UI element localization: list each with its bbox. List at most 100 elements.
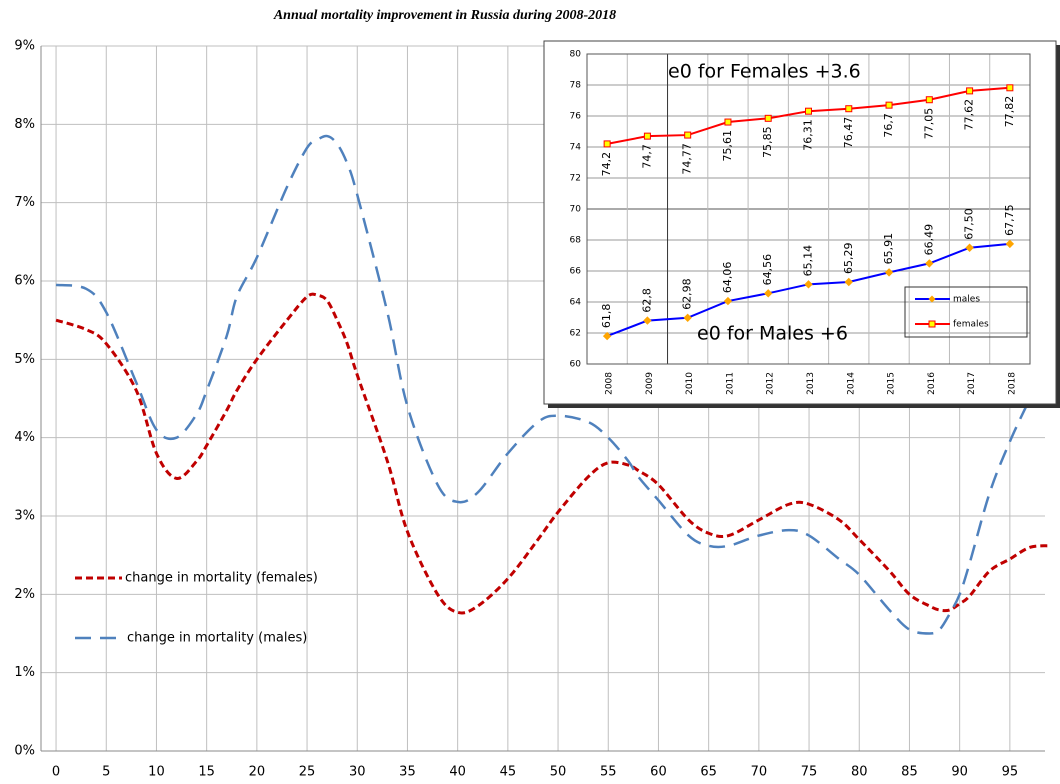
data-point	[683, 313, 692, 323]
x-tick-label: 20	[249, 765, 266, 780]
data-line	[55, 134, 1032, 635]
data-label: 74,7	[640, 144, 653, 169]
data-label: 75,61	[721, 130, 734, 162]
x-tick-label: 25	[299, 765, 316, 780]
data-point	[1005, 239, 1015, 249]
x-tick-label: 2016	[927, 372, 937, 395]
data-point	[966, 87, 974, 95]
x-tick-label: 35	[399, 765, 416, 780]
data-point	[925, 259, 934, 268]
legend-label: males	[953, 295, 980, 305]
y-tick-label: 1%	[14, 665, 35, 680]
data-label: 77,62	[963, 99, 976, 131]
y-tick-label: 80	[570, 50, 582, 60]
data-label: 74,77	[681, 143, 694, 175]
x-tick-label: 2018	[1007, 372, 1017, 395]
y-tick-label: 7%	[14, 195, 35, 210]
data-label: 65,91	[882, 233, 895, 265]
data-label: 61,8	[600, 304, 613, 329]
legend-label: females	[953, 320, 989, 330]
x-tick-label: 10	[148, 765, 165, 780]
data-point	[764, 114, 772, 122]
data-label: 76,7	[882, 113, 895, 137]
annotation: e0 for Females +3.6	[668, 61, 861, 83]
x-tick-label: 65	[700, 765, 717, 780]
y-tick-label: 68	[570, 236, 582, 246]
legend-label: change in mortality (males)	[127, 631, 307, 646]
x-tick-label: 95	[1002, 765, 1019, 780]
data-point	[805, 107, 812, 115]
x-tick-label: 5	[102, 765, 110, 780]
y-tick-label: 60	[570, 360, 582, 370]
y-tick-label: 3%	[14, 509, 35, 524]
data-label: 77,05	[922, 108, 935, 140]
x-tick-label: 0	[52, 765, 60, 780]
x-tick-label: 2010	[685, 372, 695, 395]
data-point	[643, 132, 651, 140]
data-line	[55, 292, 1051, 615]
y-tick-label: 62	[570, 329, 581, 339]
plot-frame	[586, 53, 1031, 365]
y-tick-label: 72	[570, 174, 581, 184]
x-tick-label: 2013	[806, 372, 816, 395]
data-label: 62,8	[640, 288, 653, 313]
data-label: 67,75	[1003, 204, 1016, 236]
y-tick-label: 2%	[14, 587, 35, 602]
x-tick-label: 2008	[605, 372, 615, 395]
data-point	[724, 118, 732, 126]
x-tick-label: 2015	[887, 372, 897, 395]
data-label: 65,29	[842, 243, 855, 275]
x-tick-label: 45	[500, 765, 517, 780]
data-label: 76,31	[802, 119, 815, 151]
legend-marker	[928, 295, 936, 303]
legend-label: change in mortality (females)	[125, 571, 318, 586]
y-tick-label: 66	[570, 267, 582, 277]
x-tick-label: 40	[449, 765, 466, 780]
x-tick-label: 2012	[766, 372, 776, 395]
data-label: 77,82	[1003, 96, 1016, 128]
data-point	[602, 331, 612, 341]
data-label: 74,2	[600, 152, 613, 177]
data-label: 64,06	[721, 262, 734, 294]
x-tick-label: 2011	[725, 372, 735, 395]
data-label: 76,47	[842, 117, 855, 149]
y-tick-label: 6%	[14, 274, 35, 289]
y-tick-label: 70	[570, 205, 582, 215]
data-point	[643, 316, 652, 325]
data-label: 66,49	[922, 224, 935, 256]
x-tick-label: 50	[550, 765, 567, 780]
annotation: e0 for Males +6	[697, 323, 848, 345]
data-point	[844, 277, 853, 287]
data-point	[965, 243, 974, 252]
x-tick-label: 85	[901, 765, 918, 780]
data-label: 62,98	[681, 278, 694, 310]
y-tick-label: 4%	[14, 430, 35, 445]
x-tick-label: 2017	[967, 372, 977, 395]
data-label: 75,85	[761, 126, 774, 158]
x-tick-label: 60	[650, 765, 667, 780]
y-tick-label: 78	[570, 81, 582, 91]
x-tick-label: 30	[349, 765, 366, 780]
legend-frame	[904, 286, 1028, 338]
y-tick-label: 74	[570, 143, 582, 153]
data-point	[684, 131, 692, 139]
data-point	[1006, 84, 1014, 92]
data-point	[723, 296, 733, 306]
x-tick-label: 55	[600, 765, 617, 780]
data-point	[884, 268, 894, 277]
x-tick-label: 15	[198, 765, 215, 780]
data-point	[845, 105, 853, 113]
x-tick-label: 80	[851, 765, 868, 780]
y-tick-label: 76	[570, 112, 582, 122]
x-tick-label: 75	[801, 765, 818, 780]
chart-title: Annual mortality improvement in Russia d…	[273, 8, 616, 23]
data-label: 67,50	[963, 208, 976, 240]
data-point	[925, 96, 933, 104]
data-point	[603, 140, 611, 148]
y-tick-label: 64	[570, 298, 582, 308]
data-label: 64,56	[761, 254, 774, 286]
y-tick-label: 8%	[14, 117, 35, 132]
legend-marker	[928, 320, 936, 328]
y-tick-label: 0%	[14, 744, 35, 759]
